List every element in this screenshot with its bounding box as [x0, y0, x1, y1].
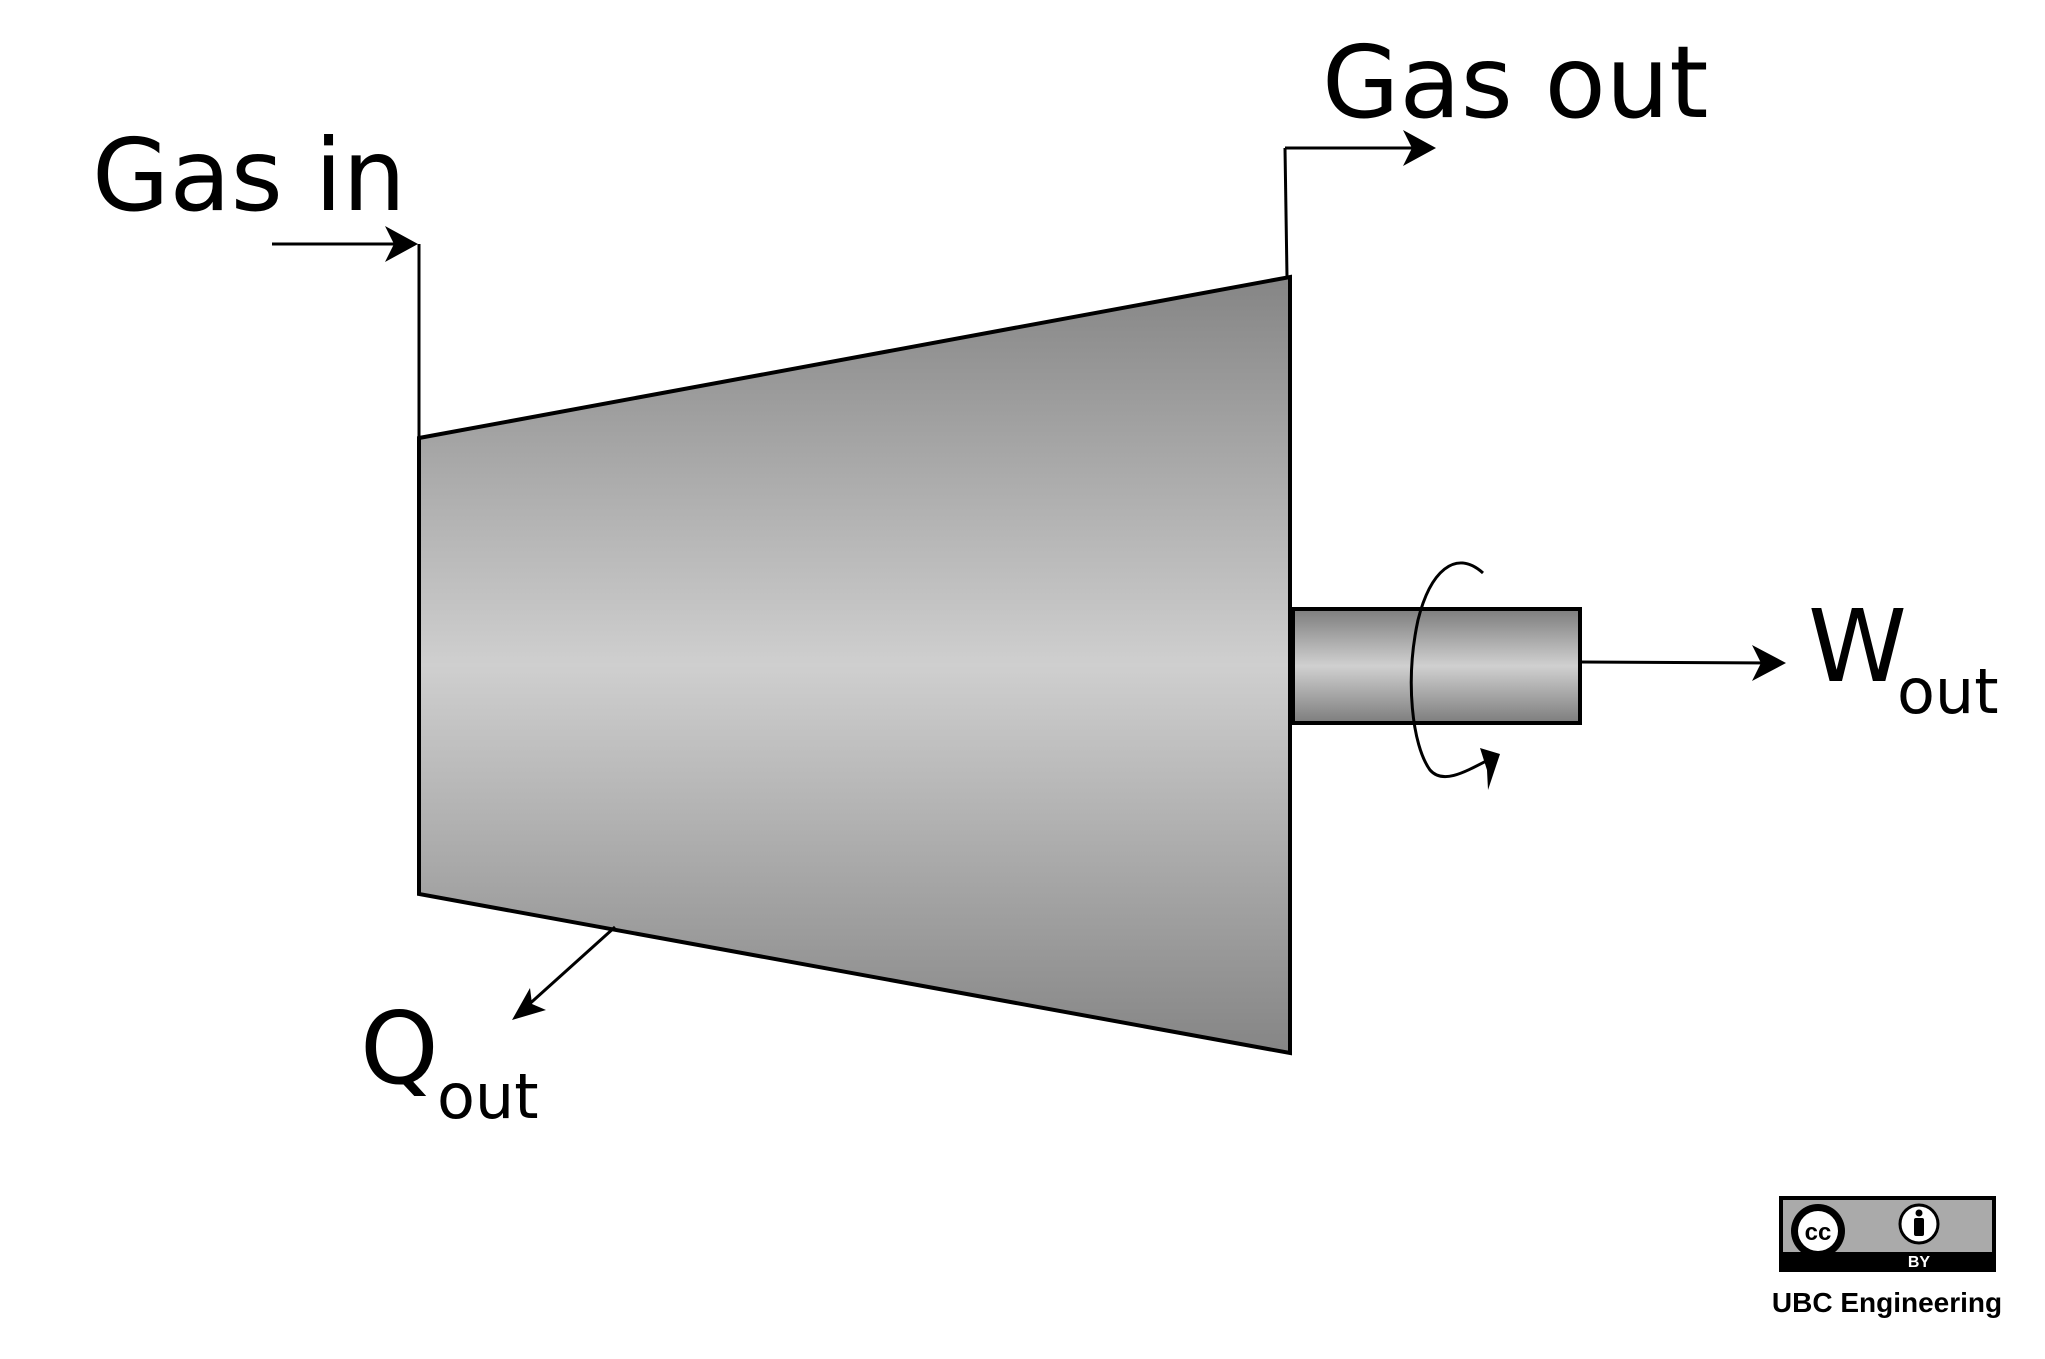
- gas-in-arrow: [272, 226, 421, 440]
- credit-label: UBC Engineering: [1772, 1287, 2002, 1318]
- rotation-arrow-icon: [1409, 561, 1500, 790]
- output-shaft: [1291, 607, 1582, 725]
- svg-text:cc: cc: [1805, 1219, 1832, 1246]
- heat-out-symbol: Q: [360, 990, 439, 1107]
- gas-out-arrow: [1283, 130, 1436, 278]
- license-by-text: BY: [1908, 1254, 1931, 1271]
- gas-out-label: Gas out: [1322, 24, 1708, 141]
- work-out-symbol: W: [1808, 588, 1907, 705]
- work-out-arrow: [1579, 645, 1786, 681]
- work-out-label: Wout: [1808, 588, 1999, 728]
- heat-out-arrow: [512, 925, 617, 1020]
- gas-in-label: Gas in: [92, 117, 406, 234]
- creative-commons-icon: cc: [1791, 1204, 1845, 1258]
- work-out-subscript: out: [1897, 655, 1999, 728]
- heat-out-subscript: out: [437, 1060, 539, 1133]
- heat-out-label: Qout: [360, 990, 539, 1133]
- license-badge: cc BY: [1779, 1196, 1996, 1272]
- turbine-body: [417, 274, 1292, 1056]
- attribution-person-icon: [1898, 1203, 1940, 1245]
